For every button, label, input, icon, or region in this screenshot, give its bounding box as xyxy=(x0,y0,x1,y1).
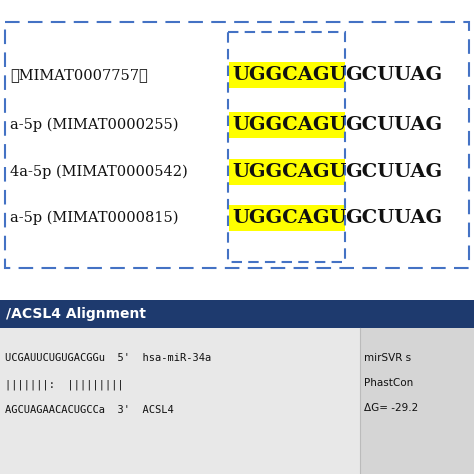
Bar xyxy=(0,300,474,328)
Text: GCUUAG: GCUUAG xyxy=(345,116,442,134)
Bar xyxy=(229,62,345,88)
Text: UCGAUUCUGUGACGGu  5'  hsa-miR-34a: UCGAUUCUGUGACGGu 5' hsa-miR-34a xyxy=(5,353,211,363)
Text: ΔG= -29.2: ΔG= -29.2 xyxy=(364,403,418,413)
Bar xyxy=(229,205,345,231)
Text: GCUUAG: GCUUAG xyxy=(345,209,442,227)
Text: UGGCAGU: UGGCAGU xyxy=(232,66,346,84)
Bar xyxy=(229,112,345,138)
Text: PhastCon: PhastCon xyxy=(364,378,413,388)
Text: （MIMAT0007757）: （MIMAT0007757） xyxy=(10,68,148,82)
Bar xyxy=(0,328,474,474)
Text: 4a-5p (MIMAT0000542): 4a-5p (MIMAT0000542) xyxy=(10,165,188,179)
Text: mirSVR s: mirSVR s xyxy=(364,353,411,363)
Bar xyxy=(5,22,469,268)
Text: AGCUAGAACACUGCCa  3'  ACSL4: AGCUAGAACACUGCCa 3' ACSL4 xyxy=(5,405,174,415)
Text: |||||||:  |||||||||: |||||||: ||||||||| xyxy=(5,380,124,390)
Bar xyxy=(228,32,345,262)
Text: a-5p (MIMAT0000255): a-5p (MIMAT0000255) xyxy=(10,118,179,132)
Bar xyxy=(360,328,474,474)
Text: UGGCAGU: UGGCAGU xyxy=(232,116,346,134)
Text: GCUUAG: GCUUAG xyxy=(345,163,442,181)
Text: a-5p (MIMAT0000815): a-5p (MIMAT0000815) xyxy=(10,211,179,225)
Bar xyxy=(229,159,345,185)
Text: UGGCAGU: UGGCAGU xyxy=(232,209,346,227)
Text: /ACSL4 Alignment: /ACSL4 Alignment xyxy=(6,307,146,321)
Text: GCUUAG: GCUUAG xyxy=(345,66,442,84)
Text: UGGCAGU: UGGCAGU xyxy=(232,163,346,181)
